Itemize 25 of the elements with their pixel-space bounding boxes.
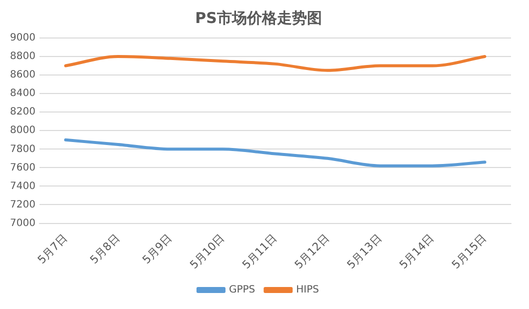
y-tick-label: 8800 — [10, 51, 36, 62]
x-tick-label: 5月9日 — [140, 232, 175, 267]
x-tick-label: 5月13日 — [344, 232, 384, 272]
line-series — [64, 138, 486, 168]
x-tick-label: 5月8日 — [88, 232, 122, 267]
x-tick-label: 5月7日 — [35, 232, 70, 267]
line-series — [64, 55, 486, 72]
y-tick-label: 7600 — [10, 162, 36, 174]
legend-label: GPPS — [229, 284, 256, 296]
x-tick-label: 5月14日 — [396, 232, 437, 272]
y-tick-label: 7200 — [10, 199, 36, 210]
y-tick-label: 8400 — [10, 88, 36, 100]
x-tick-label: 5月15日 — [449, 232, 489, 272]
y-tick-label: 8000 — [10, 125, 36, 136]
y-tick-label: 9000 — [10, 32, 36, 44]
y-tick-label: 8200 — [10, 106, 36, 118]
x-tick-label: 5月12日 — [292, 232, 332, 272]
x-tick-label: 5月10日 — [187, 232, 227, 272]
legend-label: HIPS — [296, 284, 320, 296]
y-tick-label: 8600 — [10, 70, 36, 81]
y-tick-label: 7000 — [10, 218, 36, 229]
y-tick-label: 7400 — [10, 180, 36, 192]
y-tick-label: 7800 — [10, 144, 36, 155]
x-tick-label: 5月11日 — [240, 232, 280, 272]
chart-title: PS市场价格走势图 — [195, 8, 322, 27]
